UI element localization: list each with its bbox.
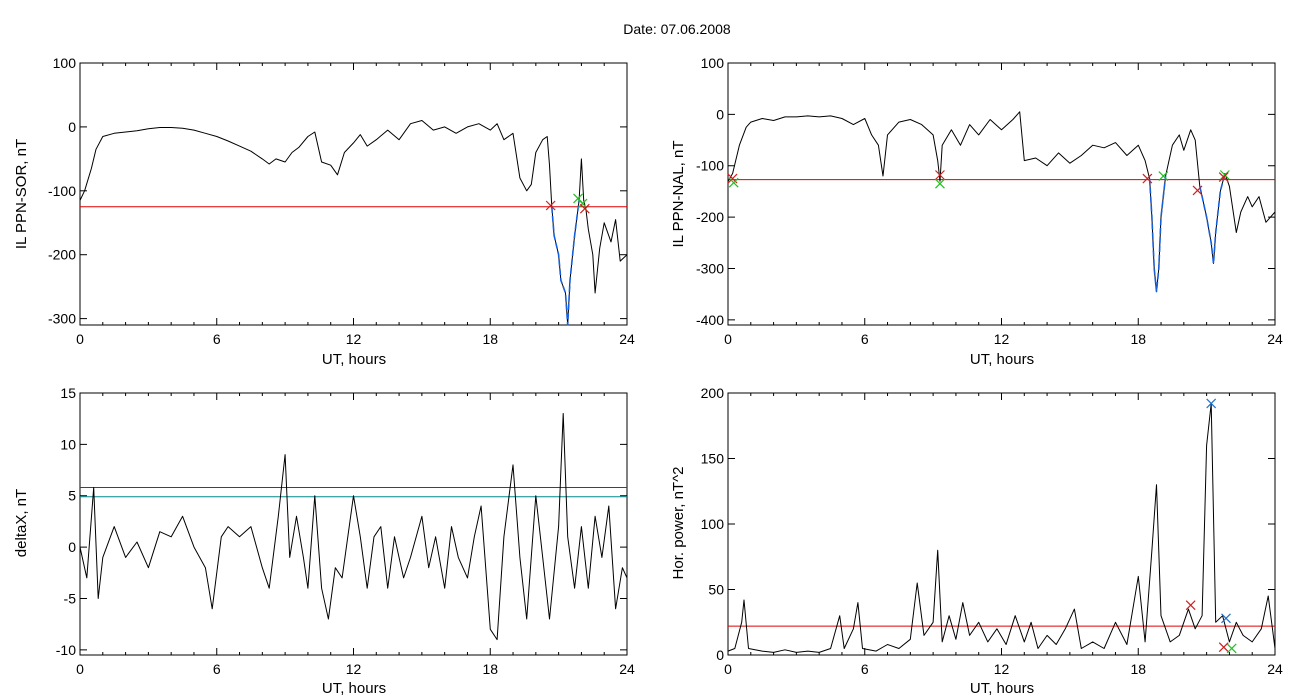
event-marker [1206, 398, 1217, 409]
y-tick-label: 100 [701, 516, 725, 532]
event-marker [1218, 172, 1229, 182]
y-tick-label: 50 [708, 582, 724, 598]
y-tick-label: 0 [68, 119, 76, 135]
plot-area: 0 6 12 18 24 100 0 -100 -200 -300 -400 [696, 55, 1283, 347]
plot-area: 0 6 12 18 24 200 150 100 50 0 [701, 385, 1283, 677]
x-tick-label: 24 [619, 661, 635, 677]
event-marker [935, 170, 945, 180]
event-marker [728, 177, 739, 188]
x-tick-label: 12 [994, 331, 1010, 347]
y-tick-label: -400 [696, 312, 724, 328]
x-tick-label: 0 [76, 661, 84, 677]
y-tick-label: 10 [60, 436, 76, 452]
x-tick-label: 0 [724, 661, 732, 677]
series-line [727, 403, 1276, 653]
y-axis-label: Hor. power, nT^2 [670, 467, 687, 580]
x-axis-label: UT, hours [322, 680, 386, 697]
x-tick-label: 6 [213, 661, 221, 677]
plot-area: 0 6 12 18 24 100 0 -100 -200 -300 [48, 55, 635, 347]
x-tick-label: 24 [619, 331, 635, 347]
y-tick-label: 100 [53, 55, 77, 71]
x-tick-label: 18 [1130, 661, 1146, 677]
y-tick-label: -10 [56, 642, 76, 658]
y-axis-label: deltaX, nT [13, 489, 30, 557]
y-tick-label: -200 [696, 209, 724, 225]
event-marker [545, 200, 556, 211]
highlight-segment [551, 200, 580, 326]
event-marker [1142, 173, 1153, 184]
series-line [79, 413, 628, 641]
x-tick-label: 6 [861, 661, 869, 677]
plot-area: 0 6 12 18 24 15 10 5 0 -5 -10 [56, 385, 635, 677]
x-tick-label: 18 [482, 661, 498, 677]
event-marker [1218, 642, 1229, 653]
x-axis-label: UT, hours [970, 351, 1034, 368]
panel-bottom-left: 0 6 12 18 24 15 10 5 0 -5 -10 UT, hours deltaX, nT [13, 385, 635, 697]
panel-top-right: 0 6 12 18 24 100 0 -100 -200 -300 -400 UT, hours I… [670, 55, 1283, 368]
y-tick-label: 5 [68, 488, 76, 504]
y-tick-label: 0 [716, 106, 724, 122]
event-marker [1219, 170, 1230, 180]
y-tick-label: 15 [60, 385, 76, 401]
y-tick-label: -5 [64, 590, 77, 606]
event-marker [577, 198, 588, 209]
y-axis-label: IL PPN-NAL, nT [670, 141, 687, 248]
y-tick-label: 200 [701, 385, 725, 401]
x-tick-label: 0 [724, 331, 732, 347]
event-marker [1192, 185, 1203, 196]
y-tick-label: 0 [68, 539, 76, 555]
y-tick-label: -300 [696, 260, 724, 276]
y-tick-label: 0 [716, 647, 724, 663]
y-tick-label: -300 [48, 311, 76, 327]
panel-bottom-right: 0 6 12 18 24 200 150 100 50 0 UT, hours Hor. powe… [670, 385, 1283, 697]
x-tick-label: 0 [76, 331, 84, 347]
event-marker [1221, 613, 1231, 624]
x-axis-label: UT, hours [970, 680, 1034, 697]
event-marker [1226, 643, 1237, 654]
x-tick-label: 18 [482, 331, 498, 347]
y-tick-label: -200 [48, 247, 76, 263]
y-tick-label: -100 [696, 158, 724, 174]
x-tick-label: 12 [994, 661, 1010, 677]
x-tick-label: 12 [346, 331, 362, 347]
event-marker [579, 203, 590, 214]
x-tick-label: 12 [346, 661, 362, 677]
event-marker [1185, 600, 1196, 611]
x-tick-label: 24 [1267, 661, 1283, 677]
plot-frame [727, 392, 1276, 656]
event-marker [1158, 171, 1169, 181]
highlight-segment [1199, 173, 1226, 265]
plot-frame [79, 62, 628, 326]
event-marker [935, 178, 945, 189]
y-axis-label: IL PPN-SOR, nT [13, 139, 30, 249]
series-line [79, 120, 628, 326]
plot-frame [727, 62, 1276, 326]
y-tick-label: 150 [701, 451, 725, 467]
page-title: Date: 07.06.2008 [623, 21, 731, 37]
x-axis-label: UT, hours [322, 351, 386, 368]
plot-frame [79, 392, 628, 656]
highlight-segment [1148, 175, 1167, 293]
x-tick-label: 24 [1267, 331, 1283, 347]
x-tick-label: 6 [861, 331, 869, 347]
y-tick-label: 100 [701, 55, 725, 71]
panel-top-left: 0 6 12 18 24 100 0 -100 -200 -300 UT, hours IL PP… [13, 55, 635, 368]
series-line [727, 111, 1276, 293]
x-tick-label: 18 [1130, 331, 1146, 347]
y-tick-label: -100 [48, 183, 76, 199]
x-tick-label: 6 [213, 331, 221, 347]
